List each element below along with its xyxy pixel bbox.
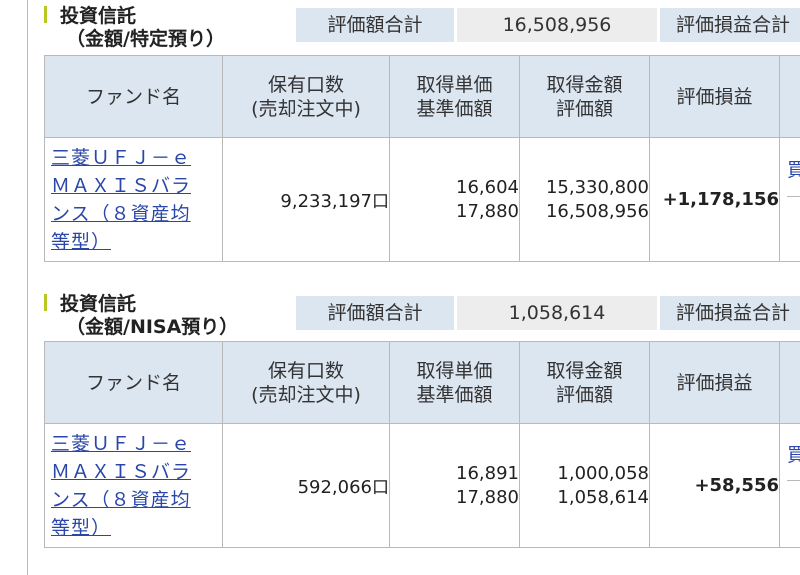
- buy-link-partial[interactable]: 買: [787, 444, 800, 466]
- action-cell: [779, 423, 800, 548]
- units-value: 592,066: [297, 477, 372, 498]
- nav-value: 17,880: [456, 200, 519, 222]
- cost-cell: 16,891 17,880: [389, 423, 520, 548]
- table-header-row: ファンド名 保有口数 (売却注文中) 取得単価 基準価額 取得金額 評価額 評価損益: [44, 55, 800, 138]
- cost-amount-value: 15,330,800: [545, 176, 649, 198]
- buy-link-partial[interactable]: 買: [787, 159, 800, 181]
- section-accent-bar: [44, 6, 47, 23]
- col-header-cost: 取得単価 基準価額: [389, 341, 520, 424]
- col-header-amount: 取得金額 評価額: [519, 341, 650, 424]
- fund-name-cell: 三菱ＵＦＪ－ｅ ＭＡＸＩＳバラ ンス（８資産均 等型）: [44, 423, 223, 548]
- table-header-row: ファンド名 保有口数 (売却注文中) 取得単価 基準価額 取得金額 評価額 評価損益: [44, 341, 800, 424]
- col-header-cost: 取得単価 基準価額: [389, 55, 520, 138]
- table-row: 三菱ＵＦＪ－ｅ ＭＡＸＩＳバラ ンス（８資産均 等型） 592,066口 16,…: [44, 423, 800, 548]
- unit-cost-value: 16,891: [456, 462, 519, 484]
- col-header-fund: ファンド名: [44, 55, 223, 138]
- cost-cell: 16,604 17,880: [389, 137, 520, 262]
- section-accent-bar: [44, 294, 47, 311]
- fund-name-link[interactable]: 三菱ＵＦＪ－ｅ ＭＡＸＩＳバラ ンス（８資産均 等型）: [51, 146, 192, 253]
- amount-cell: 15,330,800 16,508,956: [519, 137, 650, 262]
- action-divider: [787, 196, 800, 197]
- col-header-fund: ファンド名: [44, 341, 223, 424]
- pl-value: +1,178,156: [662, 189, 779, 210]
- units-cell: 592,066口: [222, 423, 390, 548]
- section-title: 投資信託: [60, 293, 137, 315]
- nav-value: 17,880: [456, 486, 519, 508]
- fund-name-cell: 三菱ＵＦＪ－ｅ ＭＡＸＩＳバラ ンス（８資産均 等型）: [44, 137, 223, 262]
- section-subtitle: （金額/特定預り）: [66, 28, 225, 50]
- cost-amount-value: 1,000,058: [557, 462, 649, 484]
- total-pl-label: 評価損益合計: [660, 296, 800, 330]
- units-suffix: 口: [372, 192, 389, 212]
- pl-value: +58,556: [694, 475, 779, 496]
- holdings-table: ファンド名 保有口数 (売却注文中) 取得単価 基準価額 取得金額 評価額 評価損益 …: [44, 341, 800, 548]
- total-pl-label: 評価損益合計: [660, 8, 800, 42]
- col-header-units: 保有口数 (売却注文中): [222, 55, 390, 138]
- col-header-action: [779, 55, 800, 138]
- eval-amount-value: 1,058,614: [557, 486, 649, 508]
- table-row: 三菱ＵＦＪ－ｅ ＭＡＸＩＳバラ ンス（８資産均 等型） 9,233,197口 1…: [44, 137, 800, 262]
- units-suffix: 口: [372, 478, 389, 498]
- total-eval-value: 16,508,956: [457, 8, 657, 42]
- action-divider: [787, 480, 800, 481]
- col-header-amount: 取得金額 評価額: [519, 55, 650, 138]
- col-header-action: [779, 341, 800, 424]
- units-cell: 9,233,197口: [222, 137, 390, 262]
- fund-name-link[interactable]: 三菱ＵＦＪ－ｅ ＭＡＸＩＳバラ ンス（８資産均 等型）: [51, 432, 192, 539]
- total-eval-label: 評価額合計: [296, 8, 454, 42]
- col-header-pl: 評価損益: [649, 341, 780, 424]
- col-header-units: 保有口数 (売却注文中): [222, 341, 390, 424]
- section-subtitle: （金額/NISA預り）: [66, 316, 239, 338]
- left-border-line: [27, 0, 28, 575]
- action-cell: [779, 137, 800, 262]
- eval-amount-value: 16,508,956: [545, 200, 649, 222]
- amount-cell: 1,000,058 1,058,614: [519, 423, 650, 548]
- holdings-table: ファンド名 保有口数 (売却注文中) 取得単価 基準価額 取得金額 評価額 評価損益 …: [44, 55, 800, 262]
- section-title: 投資信託: [60, 5, 137, 27]
- total-eval-label: 評価額合計: [296, 296, 454, 330]
- col-header-pl: 評価損益: [649, 55, 780, 138]
- total-eval-value: 1,058,614: [457, 296, 657, 330]
- pl-cell: +58,556: [649, 423, 780, 548]
- units-value: 9,233,197: [280, 191, 372, 212]
- unit-cost-value: 16,604: [456, 176, 519, 198]
- pl-cell: +1,178,156: [649, 137, 780, 262]
